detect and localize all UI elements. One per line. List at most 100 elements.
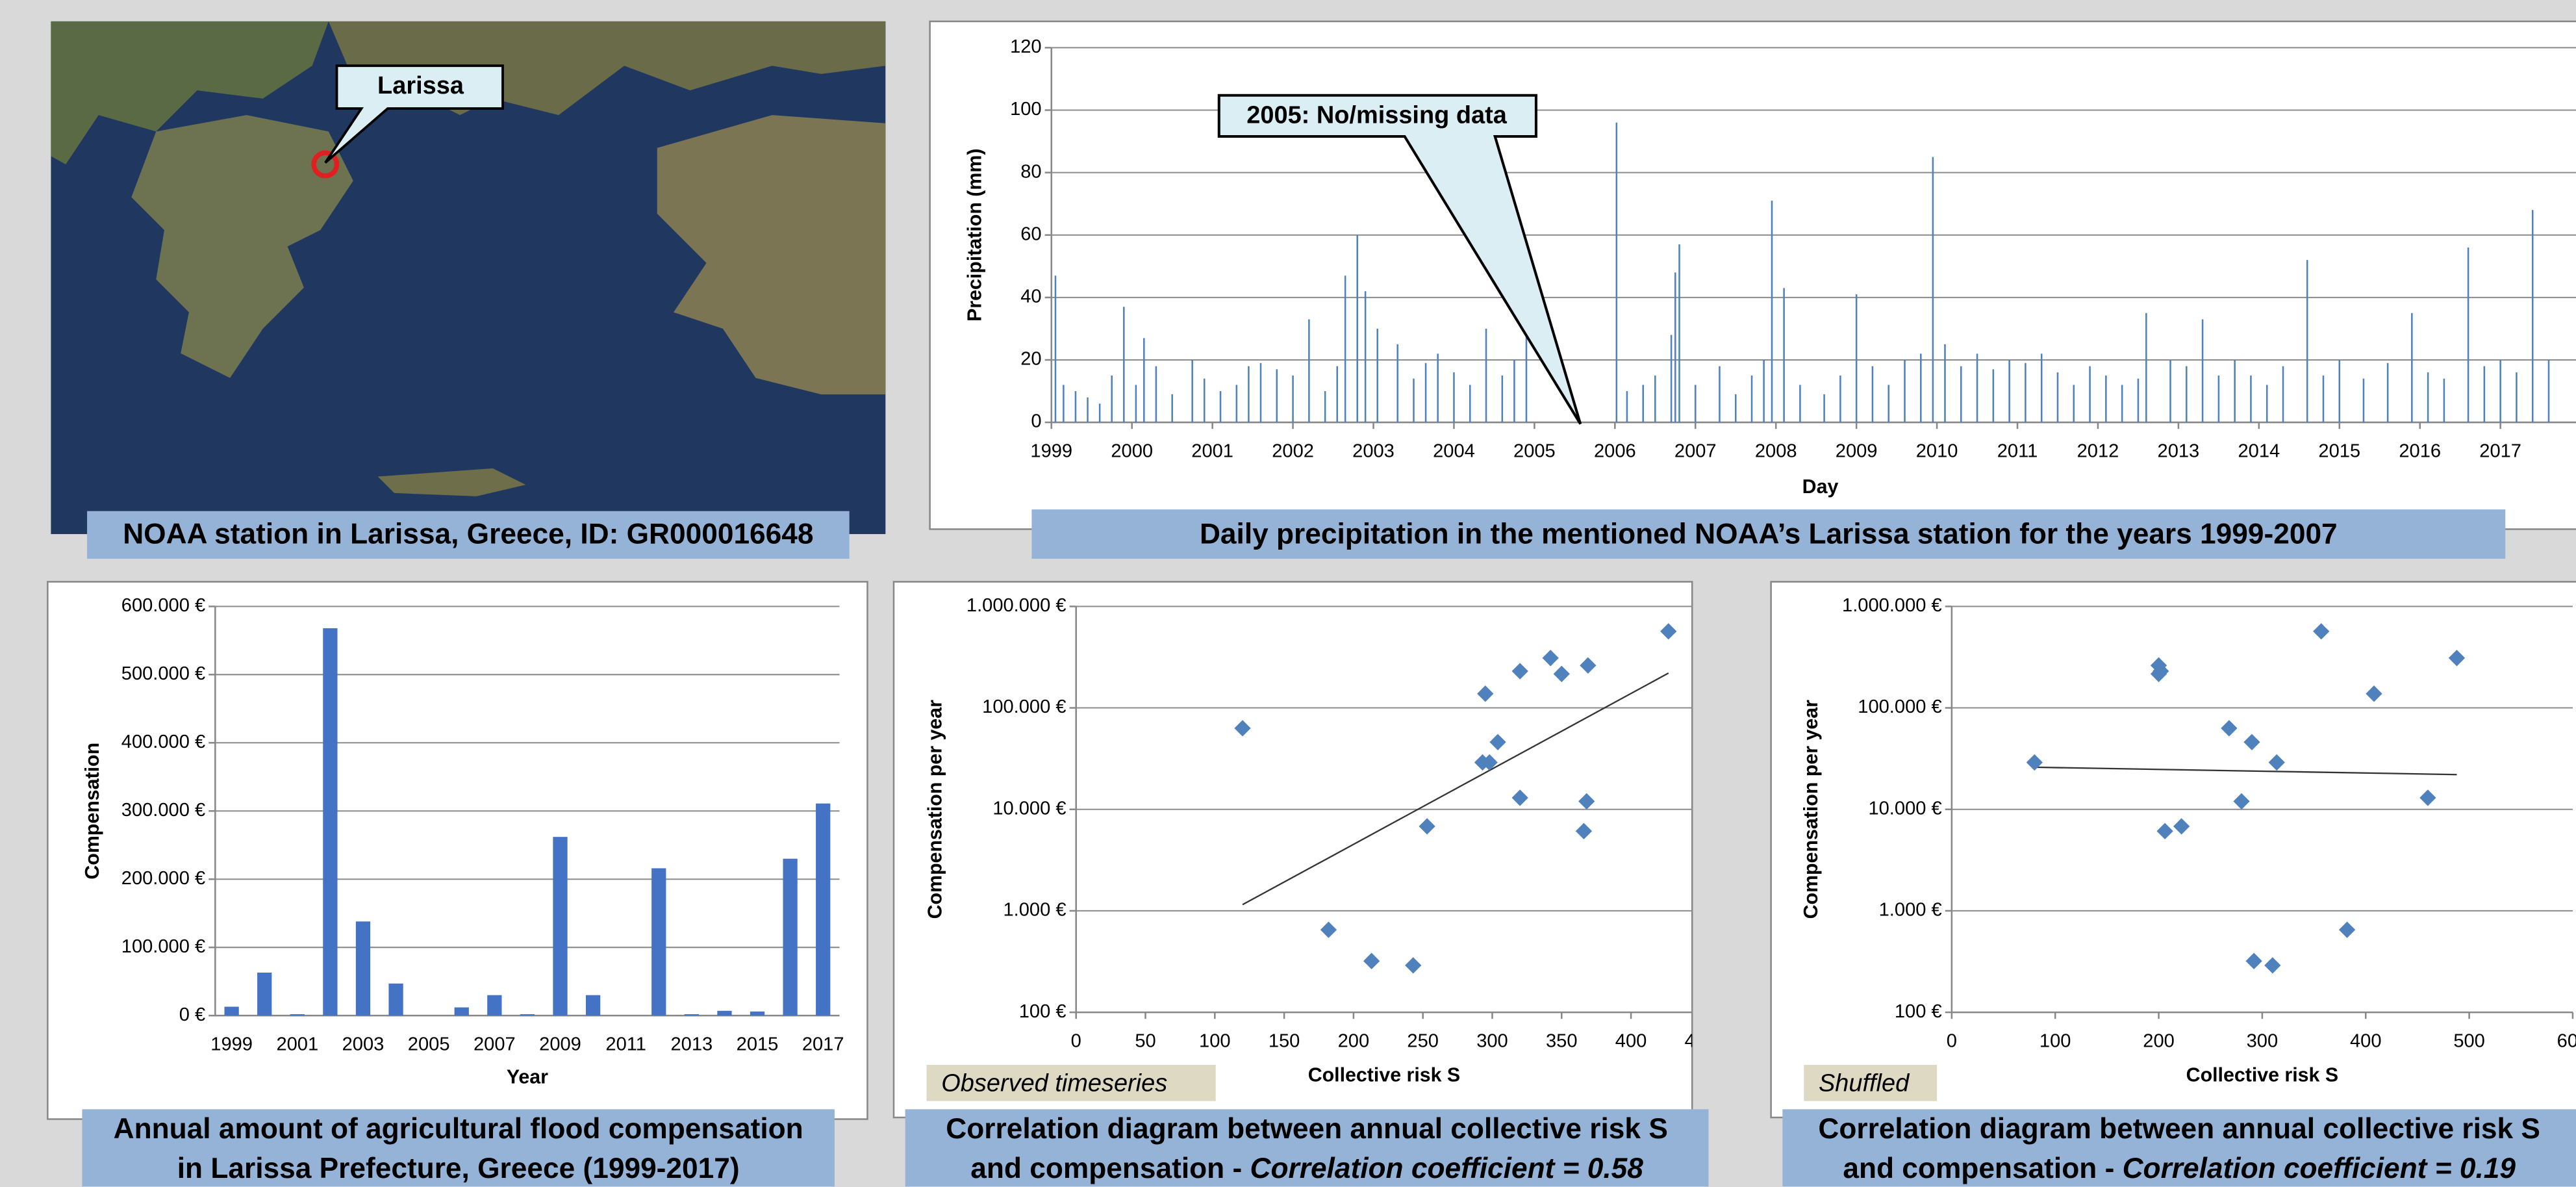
x-tick-label: 200 [1338, 1030, 1370, 1051]
y-axis-title: Compensation per year [925, 700, 946, 919]
bar [783, 859, 797, 1015]
y-tick-label: 100 [1010, 99, 1042, 120]
bar [520, 1014, 535, 1015]
x-tick-label: 1999 [210, 1034, 253, 1054]
y-tick-label: 0 € [179, 1004, 205, 1025]
x-tick-label: 350 [1546, 1030, 1578, 1051]
y-tick-label: 500.000 € [121, 663, 205, 684]
caption: Correlation diagram between annual colle… [946, 1113, 1668, 1145]
caption-part: and compensation - [970, 1153, 1250, 1184]
x-axis-title: Collective risk S [1308, 1065, 1460, 1086]
x-tick-label: 400 [2350, 1030, 2382, 1051]
chart: 100 €1.000 €10.000 €100.000 €1.000.000 €… [894, 581, 1716, 1186]
y-tick-label: 300.000 € [121, 800, 205, 821]
y-tick-label: 1.000 € [1004, 900, 1067, 921]
x-tick-label: 2011 [605, 1034, 646, 1054]
x-tick-label: 150 [1269, 1030, 1300, 1051]
x-tick-label: 2014 [2238, 440, 2280, 461]
x-axis-title: Collective risk S [2186, 1065, 2338, 1086]
x-tick-label: 2002 [1272, 440, 1314, 461]
x-tick-label: 2007 [1674, 440, 1717, 461]
y-tick-label: 1.000.000 € [966, 595, 1067, 616]
page: Larissa NOAA station in Larissa, Greece,… [0, 0, 2576, 1187]
x-tick-label: 2005 [408, 1034, 450, 1054]
x-tick-label: 200 [2143, 1030, 2175, 1051]
bar [323, 628, 337, 1015]
y-axis-title: Compensation [82, 743, 103, 880]
bar [685, 1014, 699, 1015]
tag: Shuffled [1819, 1069, 1910, 1097]
annotation: 2005: No/missing data [1246, 102, 1507, 129]
x-tick-label: 2016 [2399, 440, 2441, 461]
caption: and compensation - Correlation coefficie… [970, 1153, 1643, 1184]
y-tick-label: 100.000 € [1858, 696, 1941, 717]
x-tick-label: 400 [1615, 1030, 1647, 1051]
bar [586, 995, 600, 1015]
x-tick-label: 2011 [1997, 440, 2038, 461]
y-axis-title: Precipitation (mm) [964, 149, 985, 322]
caption-part: in Larissa Prefecture, Greece (1999-2017… [177, 1153, 740, 1184]
caption-part: Correlation coefficient = 0.58 [1250, 1153, 1644, 1184]
bar [717, 1011, 731, 1015]
tag: Observed timeseries [941, 1069, 1167, 1097]
x-tick-label: 2003 [1352, 440, 1395, 461]
x-tick-label: 0 [1947, 1030, 1957, 1051]
map: Larissa NOAA station in Larissa, Greece,… [51, 21, 885, 559]
caption: NOAA station in Larissa, Greece, ID: GR0… [123, 518, 813, 550]
y-tick-label: 120 [1010, 36, 1042, 57]
bar [455, 1008, 469, 1016]
bar [356, 921, 370, 1015]
y-tick-label: 1.000 € [1879, 900, 1942, 921]
y-tick-label: 400.000 € [121, 732, 205, 752]
bar [388, 984, 403, 1015]
x-tick-label: 2001 [1191, 440, 1233, 461]
bar [750, 1012, 764, 1015]
x-tick-label: 2001 [276, 1034, 318, 1054]
x-tick-label: 2012 [2077, 440, 2119, 461]
caption: in Larissa Prefecture, Greece (1999-2017… [177, 1153, 740, 1184]
x-tick-label: 2000 [1111, 440, 1153, 461]
bar [257, 973, 271, 1015]
caption: Annual amount of agricultural flood comp… [114, 1113, 803, 1145]
x-tick-label: 2003 [342, 1034, 385, 1054]
bar [487, 995, 501, 1015]
x-tick-label: 300 [2247, 1030, 2279, 1051]
x-tick-label: 2015 [2318, 440, 2360, 461]
y-tick-label: 20 [1020, 349, 1041, 370]
x-tick-label: 2015 [737, 1034, 779, 1054]
y-tick-label: 60 [1020, 223, 1041, 244]
y-tick-label: 80 [1020, 161, 1041, 182]
caption-part: Correlation coefficient = 0.19 [2123, 1153, 2516, 1184]
y-axis-title: Compensation per year [1800, 700, 1822, 919]
x-tick-label: 600 [2557, 1030, 2576, 1051]
x-tick-label: 2010 [1916, 440, 1958, 461]
y-tick-label: 1.000.000 € [1842, 595, 1942, 616]
caption: and compensation - Correlation coefficie… [1843, 1153, 2516, 1184]
x-tick-label: 2013 [671, 1034, 713, 1054]
y-tick-label: 10.000 € [1868, 798, 1941, 819]
chart: 100 € 1.000 € 10.000 € 100.000 € 1.000.000 €… [1771, 581, 2576, 1186]
x-tick-label: 250 [1407, 1030, 1439, 1051]
chart: 0 €100.000 €200.000 €300.000 €400.000 €5… [47, 581, 867, 1186]
x-tick-label: 100 [1199, 1030, 1231, 1051]
x-tick-label: 2004 [1433, 440, 1475, 461]
bar [553, 837, 567, 1015]
y-tick-label: 200.000 € [121, 868, 205, 889]
caption-part: and compensation - [1843, 1153, 2122, 1184]
x-tick-label: 2006 [1594, 440, 1636, 461]
x-tick-label: 0 [1071, 1030, 1081, 1051]
x-tick-label: 2008 [1755, 440, 1797, 461]
x-tick-label: 300 [1476, 1030, 1508, 1051]
y-tick-label: 100.000 € [982, 696, 1066, 717]
y-tick-label: 0 [1031, 411, 1041, 432]
bar [290, 1014, 305, 1015]
x-axis-title: Day [1802, 476, 1839, 498]
y-tick-label: 40 [1020, 287, 1041, 307]
bar [816, 804, 830, 1015]
y-tick-label: 10.000 € [992, 798, 1066, 819]
y-tick-label: 100 € [1895, 1001, 1942, 1022]
x-tick-label: 500 [2453, 1030, 2485, 1051]
caption: Correlation diagram between annual colle… [1818, 1113, 2540, 1145]
x-tick-label: 2009 [1836, 440, 1878, 461]
